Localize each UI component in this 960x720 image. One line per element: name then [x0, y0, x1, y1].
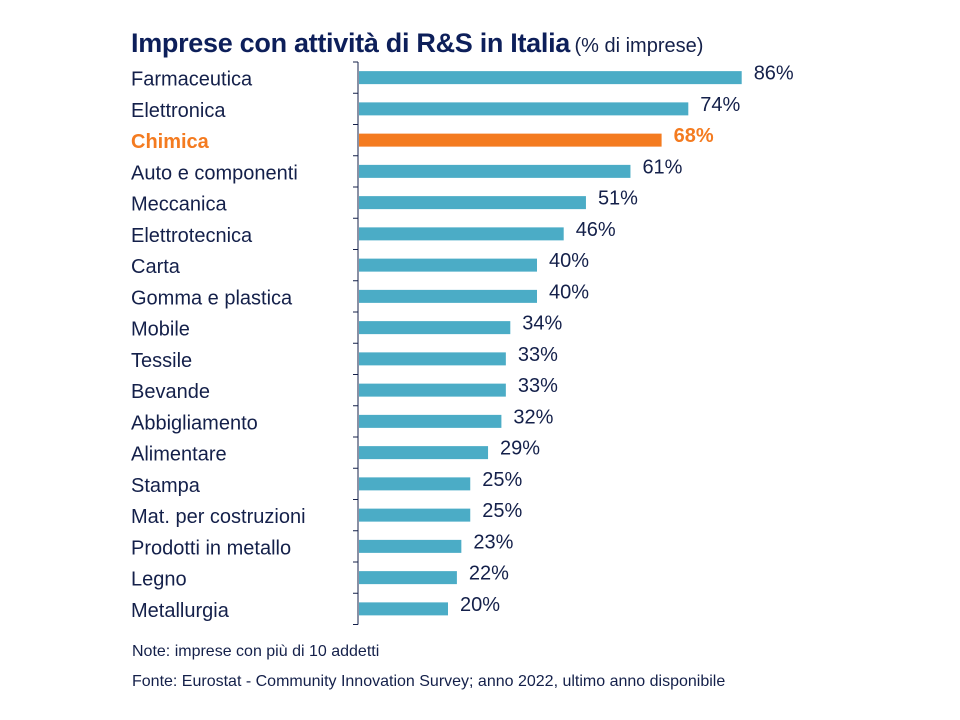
bar: [359, 352, 506, 366]
category-label: Abbigliamento: [131, 412, 258, 434]
bar: [359, 164, 631, 178]
bar: [359, 508, 471, 522]
data-label: 33%: [518, 344, 558, 366]
category-label: Prodotti in metallo: [131, 537, 291, 559]
category-label: Bevande: [131, 381, 210, 403]
bar: [359, 383, 506, 397]
category-label: Metallurgia: [131, 600, 230, 622]
data-label: 23%: [473, 531, 513, 553]
category-label: Mat. per costruzioni: [131, 506, 306, 528]
data-label: 51%: [598, 188, 638, 210]
data-label: 40%: [549, 281, 589, 303]
bar: [359, 133, 662, 147]
category-label: Gomma e plastica: [131, 287, 293, 309]
category-label: Farmaceutica: [131, 69, 253, 91]
category-label: Legno: [131, 569, 187, 591]
data-label: 68%: [674, 125, 714, 147]
category-label: Elettrotecnica: [131, 225, 253, 247]
bar: [359, 227, 564, 241]
bar: [359, 196, 586, 210]
category-label: Tessile: [131, 350, 192, 372]
category-label: Elettronica: [131, 100, 226, 122]
bar: [359, 414, 502, 428]
bar: [359, 446, 489, 460]
bar: [359, 71, 742, 85]
data-label: 20%: [460, 594, 500, 616]
bar: [359, 602, 448, 616]
bar: [359, 477, 471, 491]
bar: [359, 571, 457, 585]
data-label: 74%: [700, 94, 740, 116]
data-label: 29%: [500, 438, 540, 460]
category-label: Carta: [131, 256, 181, 278]
category-label: Alimentare: [131, 444, 227, 466]
data-label: 40%: [549, 250, 589, 272]
title-main: Imprese con attività di R&S in Italia: [131, 28, 571, 58]
data-label: 32%: [513, 406, 553, 428]
chart-source: Fonte: Eurostat - Community Innovation S…: [132, 673, 726, 690]
data-label: 25%: [482, 500, 522, 522]
data-label: 86%: [754, 63, 794, 85]
category-label: Auto e componenti: [131, 162, 298, 184]
data-label: 33%: [518, 375, 558, 397]
bar-chart: Farmaceutica 86% Elettronica 74% Chimica 68% A…: [131, 61, 794, 625]
chart-title: Imprese con attività di R&S in Italia (%…: [131, 28, 703, 59]
category-label: Mobile: [131, 319, 190, 341]
bar: [359, 258, 537, 272]
data-label: 61%: [642, 156, 682, 178]
title-subtitle: (% di imprese): [574, 35, 704, 57]
data-label: 22%: [469, 563, 509, 585]
category-label: Meccanica: [131, 194, 227, 216]
bar: [359, 289, 537, 303]
data-label: 46%: [576, 219, 616, 241]
data-label: 25%: [482, 469, 522, 491]
chart-note: Note: imprese con più di 10 addetti: [132, 643, 380, 660]
bar: [359, 539, 462, 553]
bar: [359, 321, 511, 335]
bar: [359, 102, 689, 116]
category-label: Stampa: [131, 475, 201, 497]
category-label: Chimica: [131, 131, 210, 153]
data-label: 34%: [522, 313, 562, 335]
